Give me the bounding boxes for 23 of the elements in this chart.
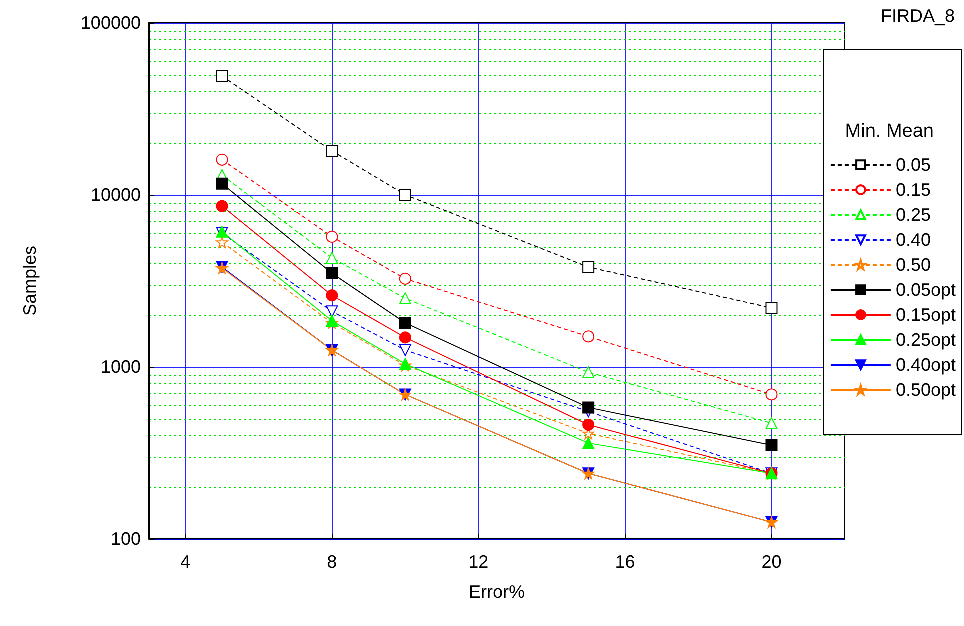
legend-label: 0.25opt — [896, 330, 956, 350]
legend-label: 0.15opt — [896, 305, 956, 325]
y-tick-label: 10000 — [90, 185, 141, 205]
y-tick-label: 1000 — [100, 357, 141, 377]
x-axis-title: Error% — [468, 582, 526, 602]
legend-title: Min. Mean — [845, 121, 934, 142]
x-tick-label: 16 — [615, 552, 636, 572]
legend-label: 0.15 — [896, 180, 931, 200]
y-tick-label: 100 — [110, 529, 141, 549]
legend-label: 0.25 — [896, 205, 931, 225]
legend-label: 0.40 — [896, 230, 931, 250]
legend-label: 0.05opt — [896, 280, 956, 300]
x-tick-label: 20 — [762, 552, 782, 572]
legend-label: 0.05 — [896, 155, 931, 175]
text: FIRDA_8 — [880, 6, 956, 26]
legend-label: 0.50opt — [896, 380, 956, 400]
legend-label: 0.40opt — [896, 355, 956, 375]
y-axis-title: Samples — [20, 246, 40, 316]
legend-label: 0.50 — [896, 255, 931, 275]
y-tick-label: 100000 — [80, 13, 141, 33]
x-tick-label: 4 — [180, 552, 191, 572]
x-tick-label: 12 — [468, 552, 489, 572]
x-tick-label: 8 — [327, 552, 338, 572]
